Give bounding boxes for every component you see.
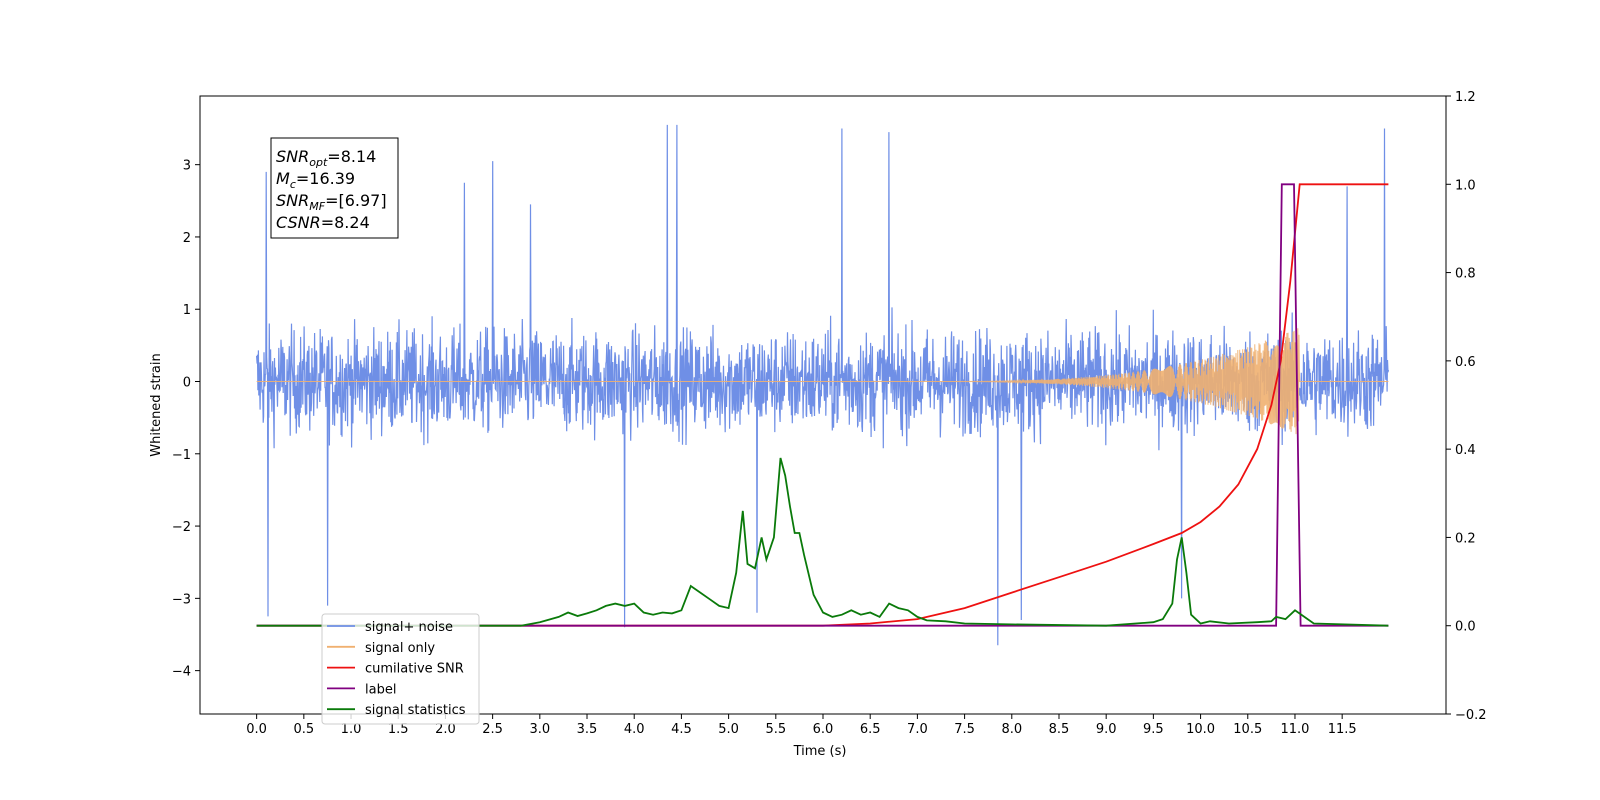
y2-tick-label: 0.4 [1455, 443, 1476, 458]
y-tick-label: −2 [172, 520, 191, 535]
x-tick-label: 0.0 [246, 722, 267, 737]
annotation-symbol: M [276, 169, 290, 188]
y-axis-title: Whitened strain [149, 353, 164, 456]
x-tick-label: 1.0 [341, 722, 362, 737]
y2-tick-label: 1.0 [1455, 178, 1476, 193]
x-tick-label: 2.5 [482, 722, 503, 737]
y2-tick-label: 1.2 [1455, 90, 1476, 105]
annotation-value: =16.39 [296, 169, 355, 188]
x-tick-label: 7.0 [907, 722, 928, 737]
x-tick-label: 11.5 [1328, 722, 1357, 737]
x-tick-label: 1.5 [388, 722, 409, 737]
legend-label: signal+ noise [365, 620, 453, 635]
annotation-symbol: CSNR [276, 213, 321, 232]
y-axis-right: 1.2 1.0 0.8 0.6 0.4 0.2 0.0 −0.2 [1446, 90, 1487, 723]
y-tick-label: −4 [172, 665, 191, 680]
y2-tick-label: 0.8 [1455, 267, 1476, 282]
plot-area [256, 124, 1389, 646]
annotation-subscript: c [290, 178, 296, 191]
x-tick-label: 3.5 [577, 722, 598, 737]
x-tick-label: 4.0 [624, 722, 645, 737]
x-tick-label: 4.5 [671, 722, 692, 737]
x-tick-label: 3.0 [529, 722, 550, 737]
y-tick-label: −3 [172, 592, 191, 607]
x-tick-label: 5.5 [765, 722, 786, 737]
y2-tick-label: 0.6 [1455, 355, 1476, 370]
y-tick-label: 2 [183, 231, 191, 246]
legend-label: signal only [365, 641, 435, 656]
legend-box [321, 613, 480, 725]
y2-tick-label: 0.0 [1455, 620, 1476, 635]
series-cumilative-snr [256, 183, 1389, 627]
annotation-symbol: SNR [276, 191, 309, 210]
x-tick-label: 8.5 [1049, 722, 1070, 737]
y2-tick-label: −0.2 [1455, 708, 1487, 723]
y-tick-label: −1 [172, 448, 191, 463]
annotation-line: SNRopt=8.14 [276, 147, 376, 169]
x-tick-label: 11.0 [1280, 722, 1309, 737]
annotation-subscript: opt [309, 156, 328, 169]
legend-label: label [365, 682, 396, 697]
x-tick-label: 6.5 [860, 722, 881, 737]
y-axis-left: 3 2 1 0 −1 −2 −3 −4 [172, 159, 200, 680]
y-tick-label: 1 [183, 303, 191, 318]
annotation-line: SNRMF=[6.97] [276, 191, 387, 213]
y2-tick-label: 0.2 [1455, 531, 1476, 546]
annotation-subscript: MF [309, 200, 325, 213]
x-tick-label: 0.5 [293, 722, 314, 737]
x-tick-label: 6.0 [813, 722, 834, 737]
y-tick-label: 3 [183, 159, 191, 174]
x-axis: 0.0 0.5 1.0 1.5 2.0 2.5 3.0 3.5 4.0 4.5 5.0 5.5 6.0 6… [246, 714, 1357, 737]
y-tick-label: 0 [183, 376, 191, 391]
annotation-box [270, 137, 399, 239]
x-tick-label: 8.0 [1001, 722, 1022, 737]
annotation-value: =8.14 [327, 147, 376, 166]
x-tick-label: 9.0 [1096, 722, 1117, 737]
annotation-value: =8.24 [321, 213, 370, 232]
annotation-line: CSNR=8.24 [276, 213, 370, 232]
x-tick-label: 2.0 [435, 722, 456, 737]
x-axis-title: Time (s) [793, 744, 847, 759]
series-signal-statistics [256, 457, 1389, 627]
annotation-symbol: SNR [276, 147, 309, 166]
series-signal-only [256, 328, 1389, 435]
legend-label: signal statistics [365, 703, 466, 718]
annotation-value: =[6.97] [325, 191, 387, 210]
annotation-line: Mc=16.39 [276, 169, 355, 191]
x-tick-label: 10.5 [1233, 722, 1262, 737]
x-tick-label: 7.5 [954, 722, 975, 737]
legend-label: cumilative SNR [365, 662, 464, 677]
x-tick-label: 5.0 [718, 722, 739, 737]
x-tick-label: 9.5 [1143, 722, 1164, 737]
legend: signal+ noise signal only cumilative SNR la… [321, 613, 480, 725]
x-tick-label: 10.0 [1186, 722, 1215, 737]
